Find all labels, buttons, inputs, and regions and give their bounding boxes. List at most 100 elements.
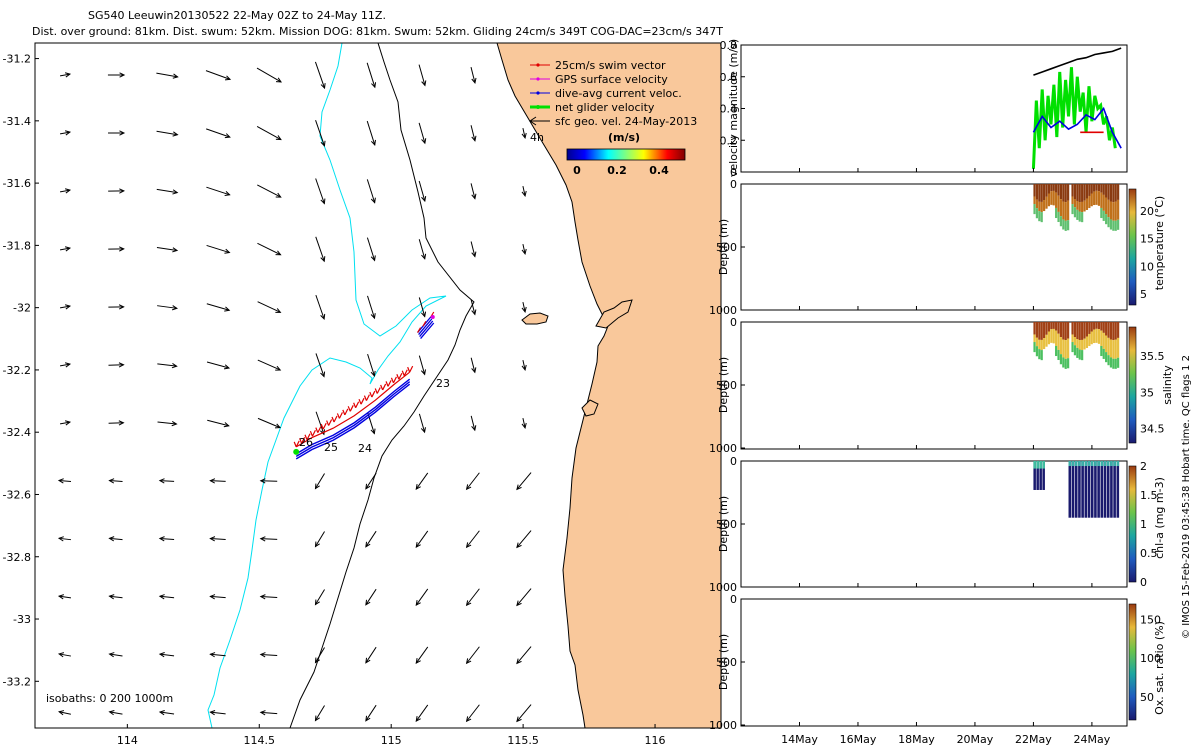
section-cast-mid <box>1112 202 1114 221</box>
section-cast-upper <box>1081 184 1083 202</box>
section-cast-mid <box>1079 340 1081 349</box>
section-cast-upper <box>1091 184 1093 194</box>
section-cast-mid <box>1060 337 1062 354</box>
section-cast-deep <box>1117 358 1119 368</box>
section-cast-upper <box>1036 184 1038 200</box>
section-cast-mid <box>1033 196 1035 204</box>
section-cast-mid <box>1093 192 1095 205</box>
legend-label: GPS surface velocity <box>555 73 668 86</box>
chl-cast <box>1113 461 1116 518</box>
figure-subtitle: Dist. over ground: 81km. Dist. swum: 52k… <box>32 25 723 38</box>
section-cast-upper <box>1048 184 1050 194</box>
section-cast-mid <box>1055 331 1057 346</box>
section-cast-deep <box>1100 208 1102 218</box>
section-cast-upper <box>1086 322 1088 337</box>
section-cast-upper <box>1038 322 1040 340</box>
section-cast-upper <box>1100 184 1102 193</box>
colorbar-tick-label: 5 <box>1140 288 1147 301</box>
section-cast-deep <box>1081 212 1083 222</box>
section-cast-mid <box>1088 334 1090 346</box>
section-cast-upper <box>1079 322 1081 340</box>
section-cast-mid <box>1065 340 1067 359</box>
section-cast-deep <box>1067 358 1069 368</box>
map-y-tick-label: -32 <box>13 302 31 315</box>
map-y-tick-label: -32.8 <box>3 551 31 564</box>
section-cast-deep <box>1071 204 1073 214</box>
colorbar-tick-label: 1.5 <box>1140 489 1158 502</box>
section-cast-deep <box>1033 204 1035 214</box>
track-label-23: 23 <box>436 377 450 390</box>
section-cast-mid <box>1112 340 1114 359</box>
time-tick-label: 20May <box>957 733 994 746</box>
section-colorbar <box>1129 604 1136 720</box>
section-cast-upper <box>1091 322 1093 332</box>
section-cast-mid <box>1074 199 1076 207</box>
section-cast-deep <box>1110 357 1112 367</box>
section-cast-upper <box>1110 184 1112 202</box>
colorbar-tick-label: 20 <box>1140 205 1154 218</box>
section-cast-upper <box>1098 184 1100 191</box>
section-cast-mid <box>1065 202 1067 221</box>
section-cast-mid <box>1091 332 1093 345</box>
glider-start-marker <box>293 449 299 455</box>
map-y-axis: -31.2-31.4-31.6-31.8-32-32.2-32.4-32.6-3… <box>3 53 39 689</box>
partial-label: 4h <box>530 131 544 144</box>
colorbar-tick: 0 <box>573 164 581 177</box>
chl-surface <box>1036 461 1039 469</box>
chl-cast <box>1085 461 1088 518</box>
gps-point <box>431 315 435 319</box>
section-cast-mid <box>1083 339 1085 350</box>
section-cast-deep <box>1036 208 1038 218</box>
section-cast-mid <box>1071 196 1073 204</box>
section-cast-upper <box>1048 322 1050 332</box>
chl-cast <box>1104 461 1107 518</box>
section-cast-mid <box>1041 340 1043 350</box>
section-cast-deep <box>1055 346 1057 356</box>
chl-surface <box>1042 461 1045 469</box>
section-cast-mid <box>1098 329 1100 344</box>
section-cast-mid <box>1038 340 1040 349</box>
section-cast-mid <box>1043 338 1045 349</box>
map-y-tick-label: -33.2 <box>3 675 31 688</box>
track-label-26: 26 <box>299 436 313 449</box>
section-cast-upper <box>1074 184 1076 199</box>
colorbar-tick-label: 0.5 <box>1140 547 1158 560</box>
colorbar-tick-label: 35.5 <box>1140 350 1165 363</box>
time-tick-label: 18May <box>898 733 935 746</box>
section-cast-upper <box>1117 184 1119 200</box>
section-cast-upper <box>1055 322 1057 331</box>
section-cast-upper <box>1093 184 1095 192</box>
map-panel: -31.2-31.4-31.6-31.8-32-32.2-32.4-32.6-3… <box>3 43 721 747</box>
section-cast-mid <box>1053 191 1055 205</box>
chl-cast <box>1072 461 1075 518</box>
section-cast-mid <box>1048 332 1050 345</box>
chl-surface <box>1075 461 1078 466</box>
map-y-tick-label: -33 <box>13 613 31 626</box>
section-cast-deep <box>1038 211 1040 221</box>
section-cast-mid <box>1062 340 1064 358</box>
chl-surface <box>1039 461 1042 469</box>
section-cast-upper <box>1053 322 1055 329</box>
section-cast-deep <box>1110 219 1112 229</box>
section-cast-upper <box>1071 322 1073 334</box>
map-y-tick-label: -31.8 <box>3 239 31 252</box>
colorbar-tick-label: 35 <box>1140 386 1154 399</box>
section-cast-deep <box>1105 214 1107 224</box>
section-cast-deep <box>1074 345 1076 355</box>
section-cast-deep <box>1074 207 1076 217</box>
colorbar-title: (m/s) <box>608 131 640 144</box>
section-cast-mid <box>1088 196 1090 208</box>
colorbar-tick-label: 2 <box>1140 460 1147 473</box>
section-cast-upper <box>1105 322 1107 335</box>
section-cast-upper <box>1041 184 1043 202</box>
section-cast-deep <box>1076 348 1078 358</box>
section-cast-deep <box>1060 216 1062 226</box>
section-cast-upper <box>1065 322 1067 340</box>
section-cast-upper <box>1076 184 1078 201</box>
section-cast-mid <box>1050 329 1052 343</box>
section-cast-deep <box>1105 352 1107 362</box>
depth-tick-label: 500 <box>716 656 737 669</box>
temperature-colorbar-label: temperature (°C) <box>1153 196 1166 290</box>
section-cast-deep <box>1055 208 1057 218</box>
section-cast-mid <box>1053 329 1055 343</box>
